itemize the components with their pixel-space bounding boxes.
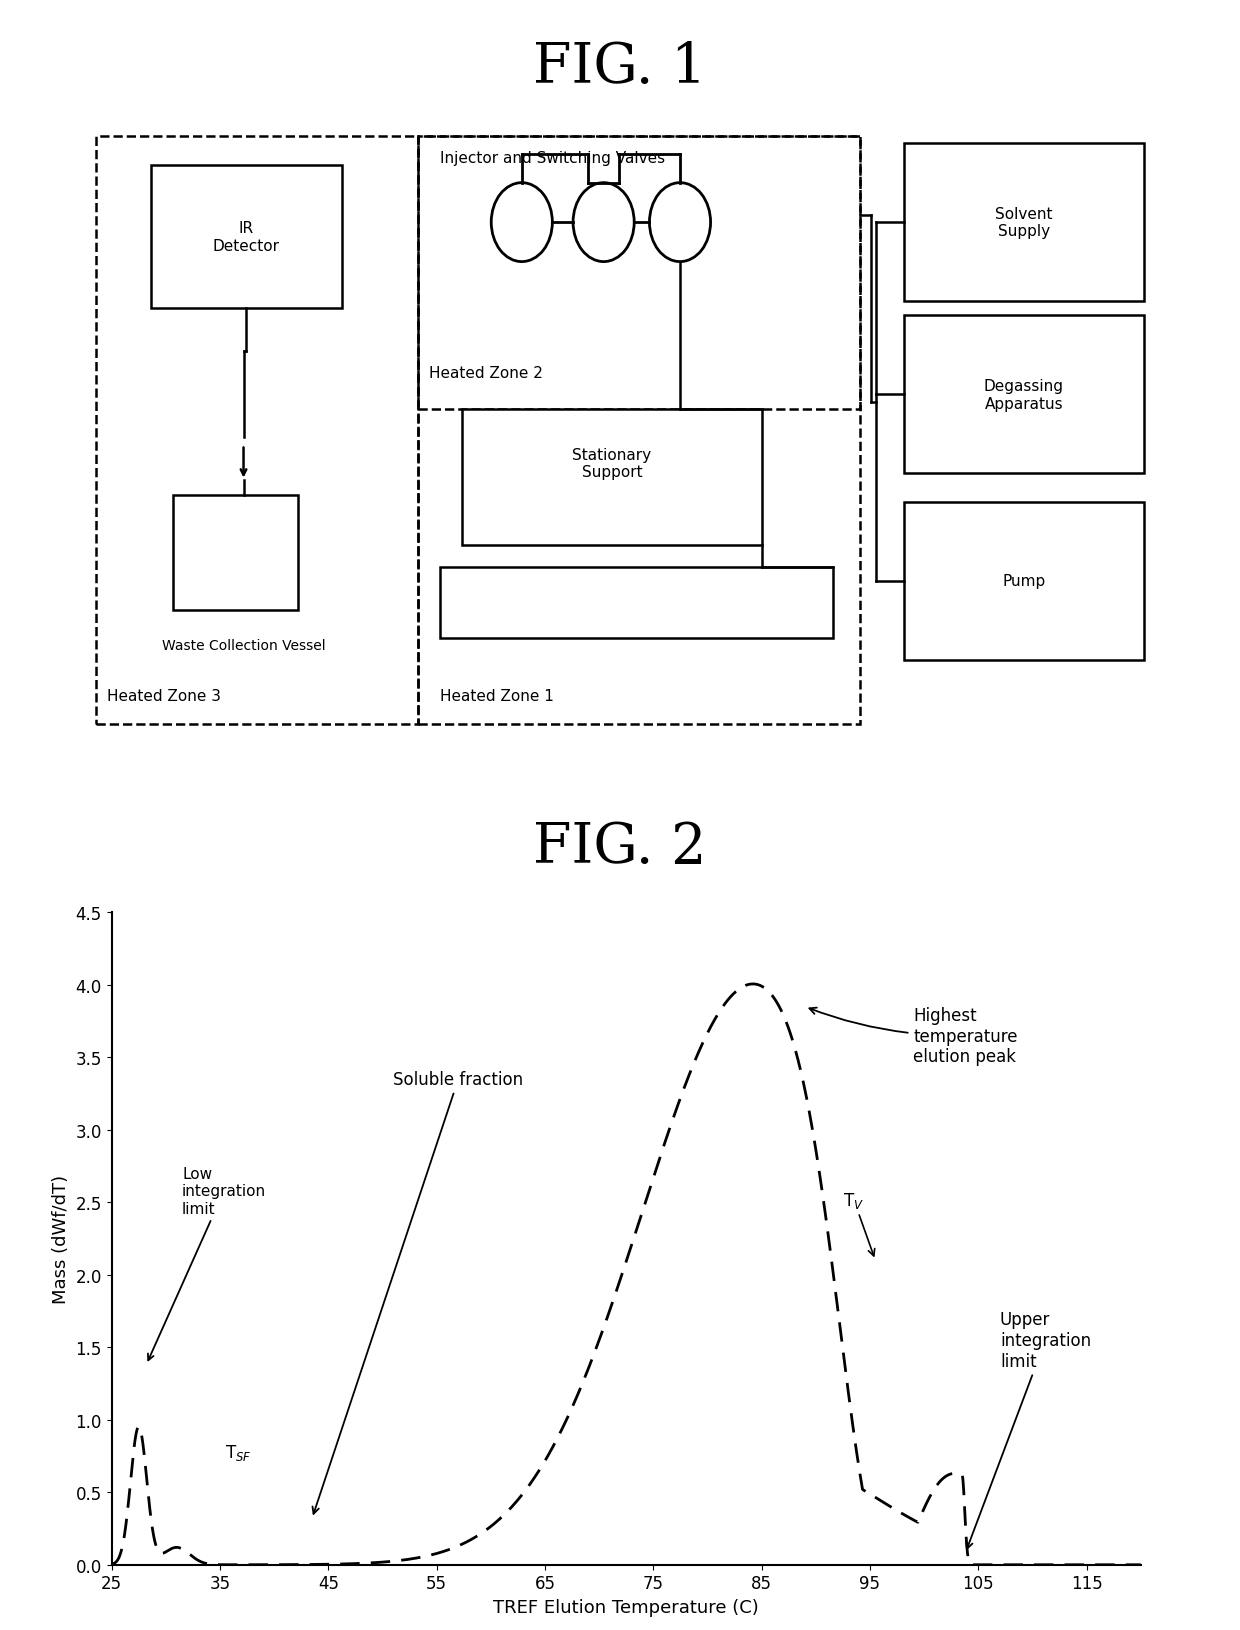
Text: Highest
temperature
elution peak: Highest temperature elution peak (810, 1006, 1018, 1066)
Bar (904, 143, 1143, 302)
X-axis label: TREF Elution Temperature (C): TREF Elution Temperature (C) (494, 1597, 759, 1615)
Text: Heated Zone 1: Heated Zone 1 (440, 688, 554, 704)
Text: Degassing
Apparatus: Degassing Apparatus (983, 378, 1064, 411)
Text: Stationary
Support: Stationary Support (572, 448, 651, 481)
Text: T$_{SF}$: T$_{SF}$ (226, 1443, 252, 1462)
Bar (904, 502, 1143, 660)
Ellipse shape (650, 184, 711, 262)
Ellipse shape (573, 184, 634, 262)
Text: IR
Detector: IR Detector (213, 222, 280, 254)
Text: Pump: Pump (1002, 574, 1045, 588)
Text: Heated Zone 3: Heated Zone 3 (107, 688, 221, 704)
Text: Injector and Switching Valves: Injector and Switching Valves (440, 152, 665, 166)
Text: Low
integration
limit: Low integration limit (148, 1165, 267, 1361)
Bar (418, 137, 861, 409)
Bar (151, 166, 342, 310)
Ellipse shape (491, 184, 552, 262)
Bar (440, 567, 833, 639)
Y-axis label: Mass (dWf/dT): Mass (dWf/dT) (52, 1174, 69, 1304)
Text: FIG. 2: FIG. 2 (533, 820, 707, 875)
Text: Soluble fraction: Soluble fraction (312, 1071, 523, 1514)
Text: Upper
integration
limit: Upper integration limit (966, 1311, 1091, 1548)
Bar (904, 316, 1143, 474)
Text: T$_V$: T$_V$ (843, 1190, 874, 1257)
Text: Solvent
Supply: Solvent Supply (994, 207, 1053, 240)
Text: Heated Zone 2: Heated Zone 2 (429, 365, 543, 381)
Bar (172, 496, 298, 610)
Bar (418, 137, 861, 725)
Text: FIG. 1: FIG. 1 (533, 41, 707, 96)
Bar (461, 409, 761, 546)
Bar (97, 137, 418, 725)
Text: Waste Collection Vessel: Waste Collection Vessel (161, 639, 325, 654)
